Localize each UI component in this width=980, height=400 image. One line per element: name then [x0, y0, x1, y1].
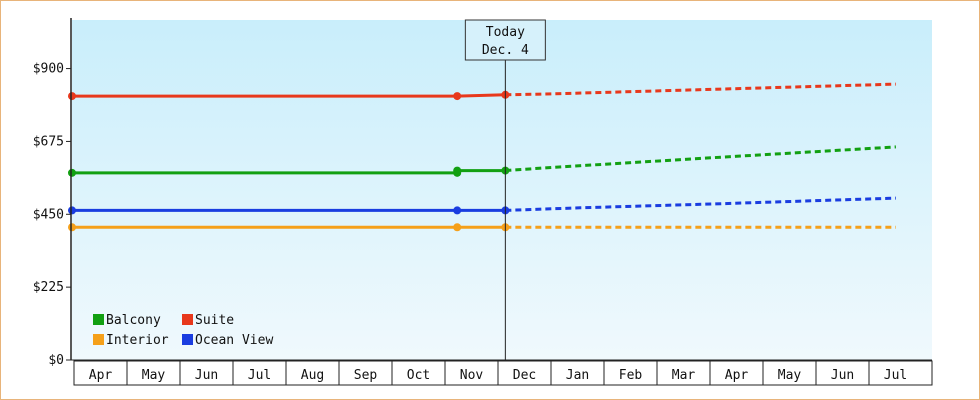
- today-date: Dec. 4: [482, 43, 529, 58]
- x-tick-label: Aug: [301, 368, 324, 383]
- legend-swatch-ocean-view: [182, 334, 193, 345]
- data-point-suite: [453, 92, 462, 101]
- data-point-suite: [68, 92, 76, 101]
- x-tick-label: Jun: [831, 368, 854, 383]
- data-point-balcony: [68, 168, 76, 177]
- x-tick-label: Feb: [619, 368, 643, 383]
- x-tick-label: Dec: [513, 368, 536, 383]
- plot-area: [72, 20, 932, 360]
- today-callout: [464, 19, 546, 61]
- today-label: Today: [486, 25, 525, 40]
- y-tick-label: $900: [33, 62, 64, 77]
- x-axis-band: [73, 360, 933, 386]
- data-point-ocean-view: [68, 206, 76, 215]
- series-line-suite: [72, 93, 506, 98]
- x-tick-label: Nov: [460, 368, 484, 383]
- y-tick-label: $675: [33, 134, 64, 149]
- series-forecast-suite: [505, 82, 896, 97]
- legend-label-interior: Interior: [106, 333, 169, 348]
- legend-swatch-suite: [182, 314, 193, 325]
- series-forecast-balcony: [505, 145, 896, 173]
- x-tick-label: Jan: [566, 368, 589, 383]
- data-point-ocean-view: [453, 206, 462, 215]
- y-tick-label: $225: [33, 280, 64, 295]
- x-tick-label: Jul: [248, 368, 271, 383]
- legend-label-suite: Suite: [195, 313, 234, 328]
- data-point-balcony: [453, 166, 462, 175]
- legend-swatch-interior: [93, 334, 104, 345]
- legend: Balcony Suite Interior Ocean View: [93, 313, 273, 348]
- x-tick-label: Mar: [672, 368, 696, 383]
- series-forecast-ocean-view: [505, 196, 896, 212]
- x-tick-label: Jul: [884, 368, 907, 383]
- y-tick-label: $450: [33, 207, 64, 222]
- data-point-interior: [453, 223, 462, 232]
- x-tick-label: Sep: [354, 368, 378, 383]
- x-tick-label: May: [142, 368, 166, 383]
- legend-label-balcony: Balcony: [106, 313, 161, 328]
- axes: $0 $225 $450 $675 $900 Apr May Jun Jul Aug Sep Oct N…: [33, 18, 933, 386]
- legend-swatch-balcony: [93, 314, 104, 325]
- data-point-interior: [68, 223, 76, 232]
- y-tick-label: $0: [48, 353, 64, 368]
- x-tick-label: Jun: [195, 368, 218, 383]
- x-tick-label: Oct: [407, 368, 430, 383]
- x-tick-label: Apr: [725, 368, 749, 383]
- legend-label-ocean-view: Ocean View: [195, 333, 273, 348]
- today-marker: Today Dec. 4: [464, 19, 546, 360]
- x-tick-label: Apr: [89, 368, 113, 383]
- x-tick-label: May: [778, 368, 802, 383]
- series-layer: [68, 82, 896, 232]
